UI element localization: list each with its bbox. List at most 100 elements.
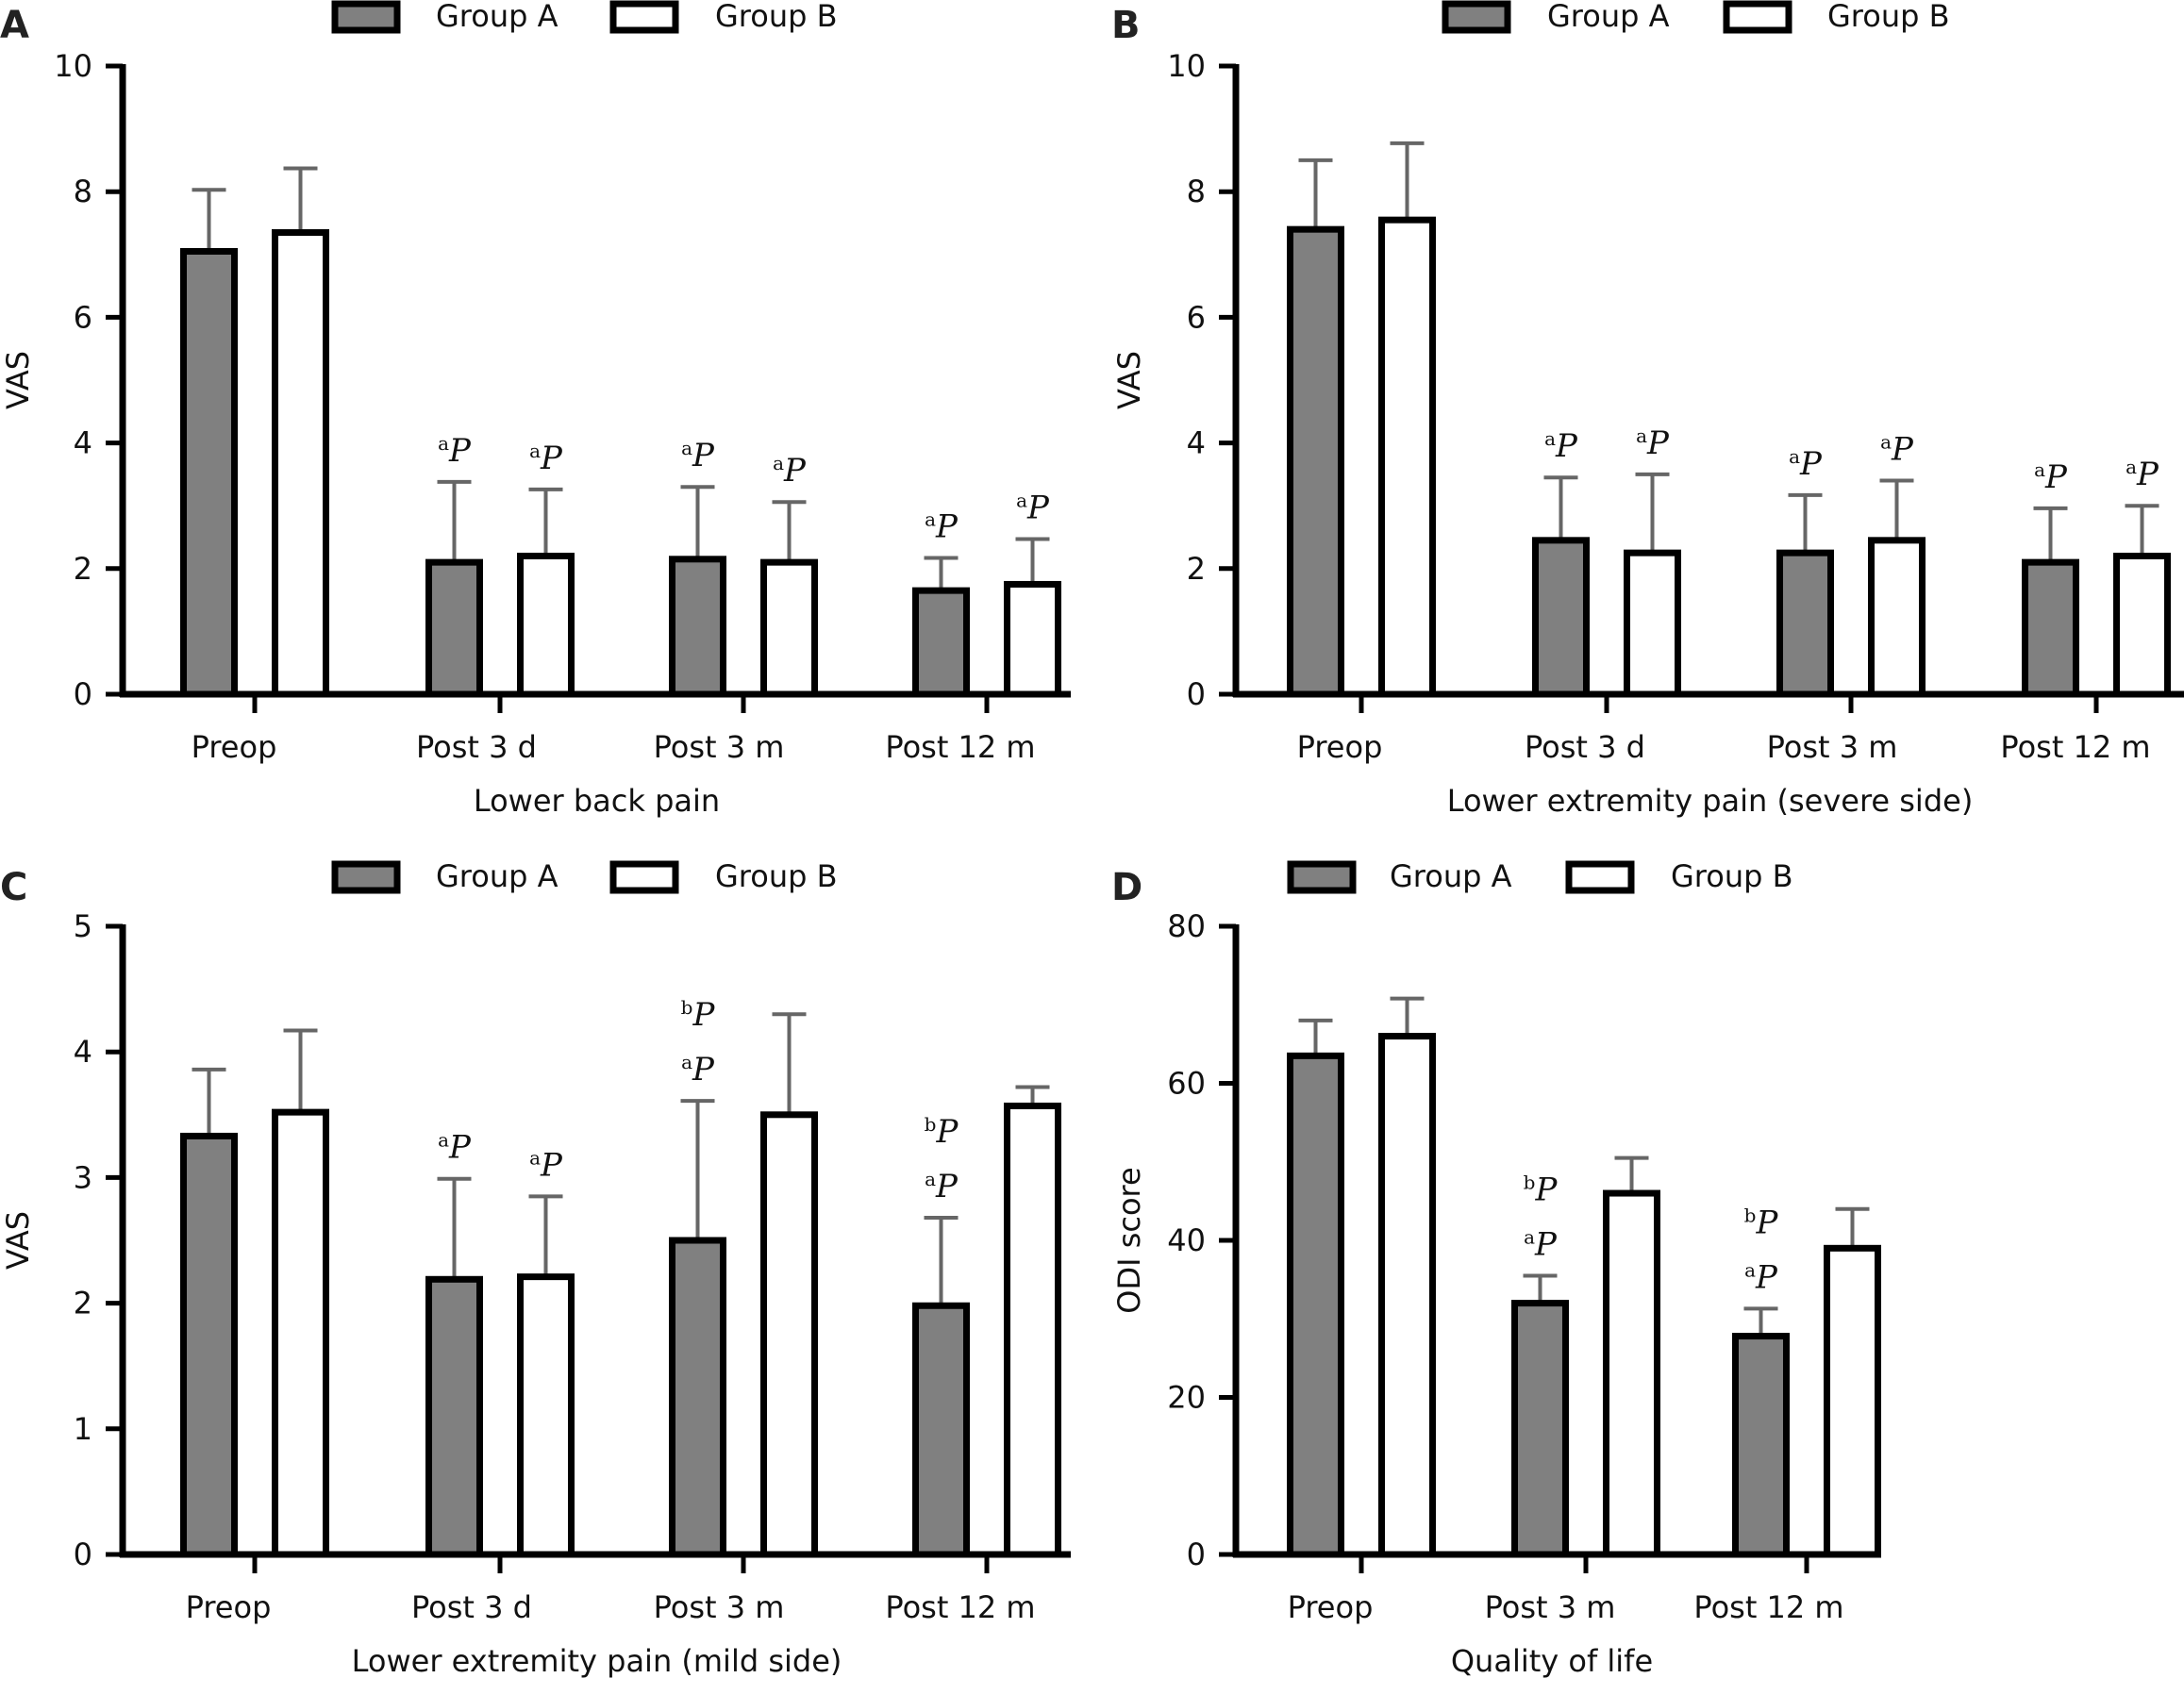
significance-annotation: aP <box>1016 489 1050 526</box>
y-tick-label: 40 <box>1167 1222 1206 1258</box>
legend-swatch-group-b <box>1565 860 1635 894</box>
y-tick-label: 0 <box>1187 1537 1206 1572</box>
legend-swatch-group-a <box>331 860 401 894</box>
significance-annotation: aP <box>925 507 959 545</box>
x-tick-label: Post 3 d <box>411 1589 532 1625</box>
bar-group-a <box>669 556 726 698</box>
bar-group-b <box>760 1111 818 1558</box>
bar-group-b <box>517 1273 575 1558</box>
bar-group-a <box>425 558 483 698</box>
bar-group-b <box>272 228 329 698</box>
y-tick-label: 5 <box>74 908 92 944</box>
y-tick-label: 20 <box>1167 1380 1206 1416</box>
panel-a-legend: Group A Group B <box>331 0 838 34</box>
bar-group-a <box>1776 549 1834 698</box>
y-tick-label: 2 <box>74 1286 92 1321</box>
legend-label-group-b: Group B <box>1827 0 1950 34</box>
bar-group-a <box>2022 558 2079 698</box>
panel-c-plot: 0 1 2 3 4 5 VAS Lower extremity pain (mild side… <box>0 908 1071 1679</box>
y-tick-label: 10 <box>1167 48 1206 84</box>
panel-a-letter: A <box>0 4 29 47</box>
significance-annotation: aP <box>1789 445 1823 483</box>
bar-group-b <box>1004 580 1061 698</box>
panel-a-plot: 0 2 4 6 8 10 VAS Lower back pain Preop Post 3 d Po… <box>0 48 1071 819</box>
y-tick-label: 80 <box>1167 908 1206 944</box>
y-axis-title: VAS <box>0 1211 36 1270</box>
y-tick-label: 0 <box>1187 676 1206 712</box>
legend-label-group-b: Group B <box>1671 858 1793 894</box>
significance-annotation: aP <box>438 432 472 470</box>
significance-annotation: aP <box>1524 1225 1558 1263</box>
bar-group-a <box>1287 1052 1344 1558</box>
panel-c: C Group A Group B 0 1 2 3 4 5 VAS Lower extremi… <box>0 858 1071 1679</box>
x-tick-label: Preop <box>192 729 277 765</box>
significance-annotation: aP <box>681 1051 715 1088</box>
bar-group-b <box>1824 1244 1881 1558</box>
panel-d: D Group A Group B 0 20 40 60 80 ODI score Qual… <box>1111 858 1881 1679</box>
bar-group-a <box>912 1302 970 1558</box>
bar-group-b <box>760 558 818 698</box>
bar-group-a <box>1532 537 1590 698</box>
significance-annotation: bP <box>1744 1204 1779 1241</box>
panel-a: A Group A Group B 0 2 4 6 8 10 VAS Lower back p… <box>0 0 1071 819</box>
significance-annotation: aP <box>1880 431 1914 469</box>
significance-annotation: bP <box>681 996 716 1034</box>
x-axis-title: Lower extremity pain (severe side) <box>1447 783 1974 819</box>
significance-annotation: aP <box>438 1129 472 1167</box>
y-tick-label: 4 <box>74 1034 92 1070</box>
x-tick-label: Post 12 m <box>1693 1589 1843 1625</box>
legend-label-group-a: Group A <box>1390 858 1512 894</box>
y-tick-label: 8 <box>74 174 92 209</box>
significance-annotation: aP <box>529 1146 563 1184</box>
y-tick-label: 2 <box>74 551 92 587</box>
y-tick-label: 8 <box>1187 174 1206 209</box>
y-tick-label: 6 <box>1187 299 1206 335</box>
legend-swatch-group-b <box>1723 0 1792 34</box>
y-tick-label: 1 <box>74 1411 92 1447</box>
bar-group-a <box>180 1132 238 1558</box>
x-axis-title: Lower extremity pain (mild side) <box>352 1643 842 1679</box>
x-axis-title: Quality of life <box>1451 1643 1653 1679</box>
legend-swatch-group-b <box>609 860 679 894</box>
significance-annotation: aP <box>2126 456 2159 493</box>
y-tick-label: 4 <box>74 425 92 461</box>
y-tick-label: 10 <box>54 48 92 84</box>
legend-label-group-b: Group B <box>715 0 838 34</box>
bar-group-a <box>425 1275 483 1558</box>
bar-group-b <box>2113 552 2171 698</box>
significance-annotation: aP <box>2034 458 2068 496</box>
bar-group-b <box>272 1108 329 1558</box>
y-axis-title: VAS <box>1111 351 1147 409</box>
x-tick-label: Preop <box>186 1589 272 1625</box>
bar-group-a <box>1511 1300 1569 1558</box>
legend-swatch-group-a <box>1287 860 1357 894</box>
x-tick-label: Post 3 m <box>654 1589 785 1625</box>
bar-group-a <box>669 1237 726 1558</box>
panel-d-plot: 0 20 40 60 80 ODI score Quality of life Preop Po… <box>1111 908 1881 1679</box>
significance-annotation: bP <box>1524 1171 1559 1208</box>
significance-annotation: aP <box>1544 427 1578 465</box>
legend-swatch-group-b <box>609 0 679 34</box>
y-tick-label: 0 <box>74 1537 92 1572</box>
bar-group-a <box>180 247 238 698</box>
bar-group-b <box>1868 537 1926 698</box>
bar-group-b <box>1378 1033 1436 1558</box>
significance-annotation: aP <box>773 452 807 490</box>
y-tick-label: 0 <box>74 676 92 712</box>
legend-label-group-a: Group A <box>1547 0 1670 34</box>
panel-d-legend: Group A Group B <box>1287 858 1793 894</box>
legend-label-group-a: Group A <box>436 0 559 34</box>
x-tick-label: Post 3 m <box>654 729 785 765</box>
y-axis-title: VAS <box>0 351 36 409</box>
legend-swatch-group-a <box>331 0 401 34</box>
x-tick-label: Post 3 d <box>1525 729 1645 765</box>
y-axis-title: ODI score <box>1111 1167 1147 1313</box>
x-tick-label: Post 3 m <box>1767 729 1898 765</box>
significance-annotation: aP <box>681 437 715 474</box>
y-tick-label: 2 <box>1187 551 1206 587</box>
panel-c-legend: Group A Group B <box>331 858 838 894</box>
x-axis-title: Lower back pain <box>474 783 720 819</box>
bar-group-a <box>1287 225 1344 698</box>
x-tick-label: Preop <box>1297 729 1383 765</box>
